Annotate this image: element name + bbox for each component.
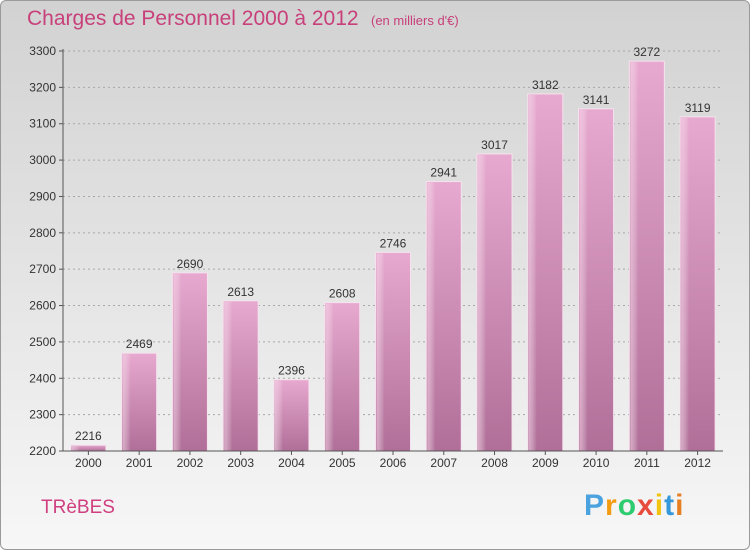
x-tick-label: 2002: [177, 456, 204, 470]
logo-letter: P: [584, 489, 606, 522]
bar-highlight: [376, 253, 385, 451]
x-tick-label: 2010: [583, 456, 610, 470]
x-tick-label: 2012: [684, 456, 711, 470]
x-tick-label: 2004: [278, 456, 305, 470]
x-tick-label: 2011: [634, 456, 660, 470]
data-label: 2469: [126, 337, 153, 351]
x-tick-label: 2009: [532, 456, 559, 470]
y-tick-label: 2500: [29, 335, 56, 349]
bar-highlight: [427, 182, 436, 451]
y-tick-label: 2700: [29, 262, 56, 276]
logo-letter: x: [637, 489, 655, 522]
data-label: 2396: [278, 364, 305, 378]
y-tick-label: 2400: [29, 371, 56, 385]
bar-highlight: [173, 273, 182, 451]
bar-highlight: [224, 301, 233, 451]
x-tick-label: 2008: [481, 456, 508, 470]
y-tick-label: 3100: [29, 117, 56, 131]
logo-letter: i: [654, 489, 665, 522]
y-tick-label: 2600: [29, 299, 56, 313]
x-tick-label: 2000: [75, 456, 102, 470]
y-tick-label: 3200: [29, 80, 56, 94]
data-label: 3017: [481, 138, 508, 152]
y-tick-label: 3000: [29, 153, 56, 167]
bar-highlight: [681, 117, 690, 452]
x-tick-label: 2007: [430, 456, 457, 470]
y-tick-label: 2300: [29, 408, 56, 422]
chart-subtitle: (en milliers d'€): [371, 13, 459, 28]
data-label: 2216: [75, 429, 102, 443]
bar-highlight: [579, 109, 588, 452]
x-tick-label: 2001: [126, 456, 153, 470]
logo-letter: r: [605, 489, 618, 522]
data-label: 2746: [380, 236, 407, 250]
bar-highlight: [630, 62, 639, 451]
place-name: TRèBES: [41, 497, 115, 518]
data-label: 2613: [227, 285, 254, 299]
data-label: 3272: [633, 45, 660, 59]
proxiti-logo: Proxiti: [584, 489, 684, 523]
y-tick-label: 3300: [29, 44, 56, 58]
y-tick-label: 2200: [29, 444, 56, 458]
logo-letter: o: [617, 489, 638, 522]
x-tick-label: 2003: [227, 456, 254, 470]
x-tick-label: 2006: [380, 456, 407, 470]
data-label: 2608: [329, 287, 356, 301]
bar-highlight: [325, 303, 334, 451]
chart-title: Charges de Personnel 2000 à 2012: [27, 7, 359, 30]
bar-highlight: [528, 94, 537, 451]
logo-letter: i: [675, 489, 685, 522]
y-axis-ticks: 2200 2300 2400 2500 2600 2700 2800 2900 3000 3100…: [29, 44, 63, 458]
bar-highlight: [274, 380, 283, 451]
data-label: 3182: [532, 78, 559, 92]
bars: 2216 2469 2690 2613 2396 2608 2746 2941 3017 3182…: [70, 45, 716, 452]
logo-letter: t: [664, 489, 676, 522]
data-label: 2941: [430, 166, 457, 180]
y-tick-label: 2800: [29, 226, 56, 240]
bar-highlight: [478, 154, 487, 451]
y-tick-label: 2900: [29, 189, 56, 203]
x-axis-ticks: 2000 2001 2002 2003 2004 2005 2006 2007 2008 2009…: [75, 451, 711, 470]
data-label: 2690: [177, 257, 204, 271]
bar-highlight: [71, 446, 80, 451]
x-tick-label: 2005: [329, 456, 356, 470]
data-label: 3119: [685, 101, 711, 115]
bar-highlight: [122, 354, 131, 451]
data-label: 3141: [583, 93, 610, 107]
